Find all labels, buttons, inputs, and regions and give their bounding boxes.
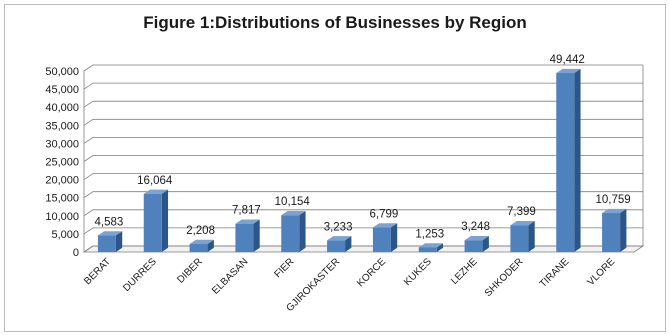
gridline — [83, 118, 643, 126]
bar-front — [510, 225, 529, 252]
x-tick-label: TIRANE — [538, 256, 572, 290]
bar-side — [482, 236, 489, 252]
x-tick-label: DURRES — [121, 256, 159, 294]
data-label: 3,233 — [324, 221, 353, 233]
bar-side — [115, 231, 123, 252]
gridline — [83, 227, 643, 235]
bar-top — [189, 239, 214, 245]
bar — [418, 243, 444, 252]
gridline — [83, 245, 643, 253]
bar-side — [574, 68, 581, 252]
bar-front — [418, 247, 437, 252]
gridline — [83, 64, 643, 72]
y-tick-label: 25,000 — [45, 157, 79, 169]
data-label: 1,253 — [415, 228, 444, 240]
x-tick-label: ELBASAN — [210, 256, 250, 296]
bar-front — [281, 215, 300, 252]
bar — [602, 208, 627, 252]
bar-front — [327, 240, 346, 252]
bar-side — [436, 243, 444, 252]
data-label: 16,064 — [137, 175, 173, 187]
x-tick-label: KUKES — [402, 256, 434, 288]
bar-front — [372, 227, 391, 252]
gridline — [83, 82, 643, 90]
bar — [556, 68, 581, 252]
y-tick-label: 50,000 — [45, 66, 79, 78]
gridline — [83, 100, 643, 108]
bar-front — [189, 244, 208, 252]
x-tick-label: LEZHE — [449, 256, 480, 287]
bar — [189, 239, 214, 252]
y-tick-label: 0 — [73, 247, 79, 259]
data-label: 6,799 — [370, 208, 399, 220]
gridline — [83, 191, 643, 199]
y-tick-label: 35,000 — [45, 120, 79, 132]
bar-side — [299, 211, 306, 252]
bar-top — [143, 189, 169, 194]
y-tick-label: 40,000 — [45, 102, 79, 114]
bar-top — [602, 208, 627, 214]
bar — [281, 211, 306, 252]
x-tick-label: DIBER — [175, 256, 204, 285]
y-tick-label: 30,000 — [45, 138, 79, 150]
bar-side — [207, 239, 214, 252]
x-tick-label: KORCE — [355, 256, 388, 289]
bar-side — [161, 189, 169, 252]
bar-top — [510, 221, 535, 226]
bar-side — [253, 219, 260, 252]
data-label: 2,208 — [186, 225, 215, 237]
x-tick-label: BERAT — [82, 256, 113, 287]
bar-top — [418, 243, 444, 248]
data-label: 7,399 — [507, 206, 536, 218]
bar-top — [372, 223, 398, 228]
y-tick-label: 20,000 — [45, 175, 79, 187]
bar-top — [281, 211, 306, 216]
x-tick-label: SHKODER — [483, 256, 526, 299]
bar — [510, 221, 535, 252]
y-tick-label: 15,000 — [45, 193, 79, 205]
bar — [97, 231, 123, 252]
gridline — [83, 209, 643, 217]
bar-top — [556, 68, 581, 74]
data-label: 10,759 — [595, 194, 630, 206]
bar — [372, 223, 398, 252]
bar-side — [390, 223, 398, 252]
gridline — [83, 155, 643, 162]
y-tick-label: 10,000 — [45, 211, 79, 223]
y-tick-label: 45,000 — [45, 84, 79, 96]
bar-top — [235, 219, 260, 224]
bar-front — [464, 240, 483, 252]
bar-top — [327, 236, 352, 241]
bar — [235, 219, 260, 252]
bar-side — [620, 208, 627, 252]
chart-title: Figure 1:Distributions of Businesses by … — [143, 13, 527, 32]
bar-side — [528, 221, 535, 252]
bar-front — [143, 193, 162, 252]
bar — [143, 189, 169, 252]
x-tick-label: FIER — [272, 256, 296, 280]
data-label: 49,442 — [550, 54, 585, 66]
bar — [327, 236, 352, 252]
bar-top — [464, 236, 489, 241]
bar-side — [345, 236, 352, 252]
bar-front — [97, 235, 116, 252]
gridline — [83, 136, 643, 144]
x-tick-label: VLORE — [585, 256, 617, 288]
bar-front — [556, 73, 575, 252]
data-label: 4,583 — [95, 216, 124, 228]
data-label: 10,154 — [275, 196, 311, 208]
gridline — [83, 173, 643, 180]
data-label: 3,248 — [461, 221, 490, 233]
bar — [464, 236, 489, 252]
bar-front — [235, 223, 254, 252]
y-tick-label: 5,000 — [51, 229, 79, 241]
bar-top — [97, 231, 123, 236]
bar-front — [602, 213, 621, 252]
data-label: 7,817 — [232, 205, 261, 217]
